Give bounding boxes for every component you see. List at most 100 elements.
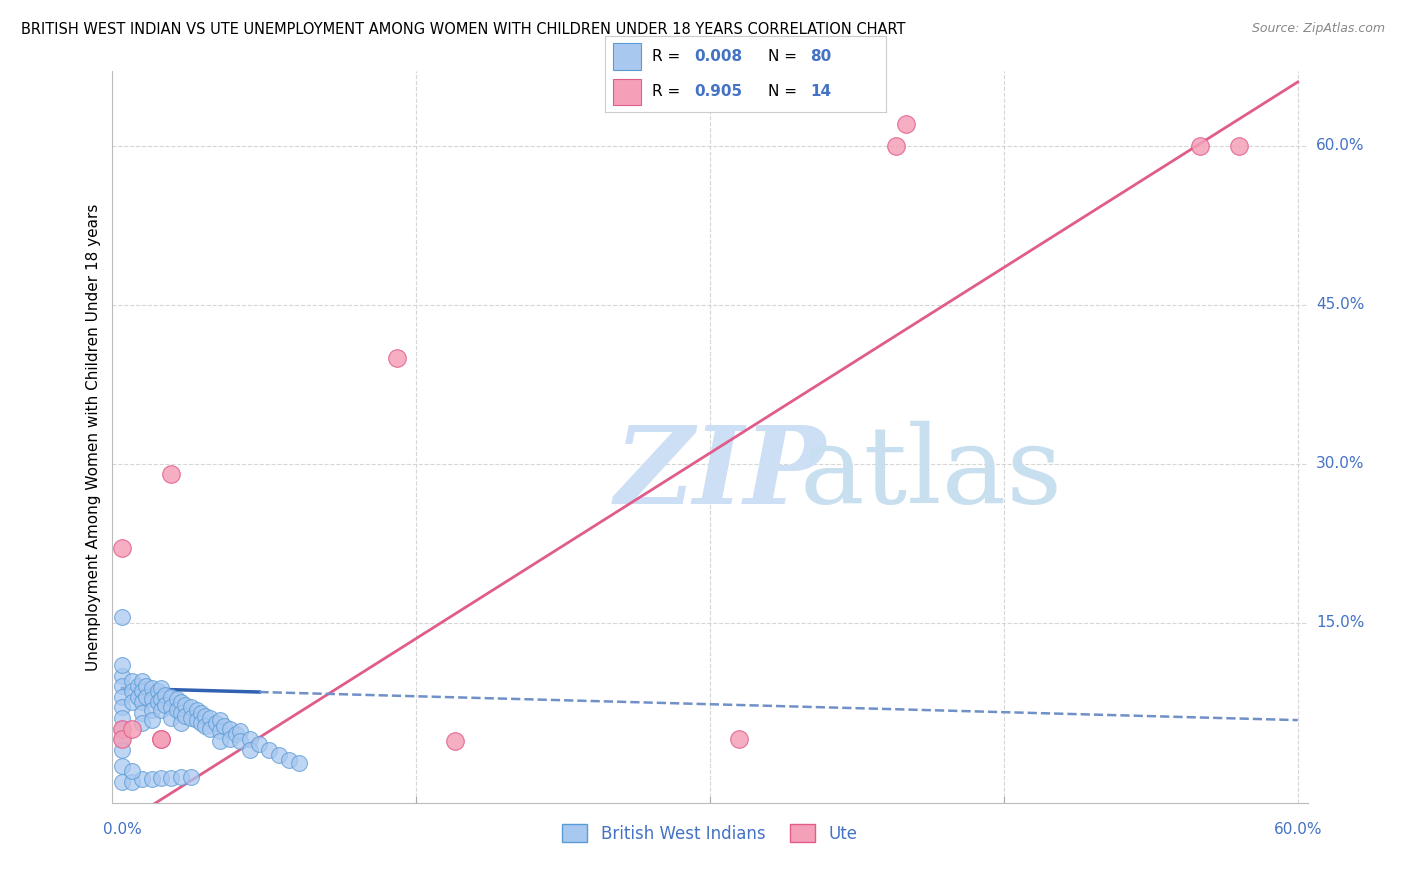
Point	[131, 706, 153, 720]
Point	[131, 716, 153, 731]
Point	[239, 743, 262, 757]
Point	[131, 695, 153, 709]
Point	[277, 753, 299, 767]
Point	[894, 117, 917, 131]
Point	[150, 702, 173, 716]
Point	[127, 679, 149, 693]
Point	[209, 723, 232, 738]
Point	[111, 758, 134, 772]
Point	[131, 673, 153, 688]
Point	[160, 467, 183, 482]
Text: R =: R =	[652, 84, 686, 99]
Point	[141, 702, 163, 716]
Point	[150, 692, 173, 706]
Point	[150, 772, 173, 786]
Text: 45.0%: 45.0%	[1316, 297, 1364, 312]
Point	[212, 719, 235, 733]
Point	[150, 681, 173, 696]
Point	[111, 732, 134, 747]
Text: 0.008: 0.008	[695, 49, 742, 63]
Point	[160, 711, 183, 725]
Point	[186, 702, 208, 716]
Point	[111, 732, 134, 747]
Point	[155, 698, 177, 713]
Point	[111, 774, 134, 789]
Point	[150, 732, 173, 747]
Point	[229, 723, 252, 738]
Text: 0.0%: 0.0%	[103, 822, 142, 837]
Point	[170, 770, 193, 784]
Point	[141, 692, 163, 706]
Point	[111, 679, 134, 693]
Text: BRITISH WEST INDIAN VS UTE UNEMPLOYMENT AMONG WOMEN WITH CHILDREN UNDER 18 YEARS: BRITISH WEST INDIAN VS UTE UNEMPLOYMENT …	[21, 22, 905, 37]
Point	[728, 732, 751, 747]
Point	[170, 706, 193, 720]
Point	[141, 713, 163, 727]
Point	[225, 727, 247, 741]
Point	[141, 681, 163, 696]
Point	[111, 722, 134, 736]
Text: Source: ZipAtlas.com: Source: ZipAtlas.com	[1251, 22, 1385, 36]
Y-axis label: Unemployment Among Women with Children Under 18 years: Unemployment Among Women with Children U…	[86, 203, 101, 671]
Point	[121, 774, 143, 789]
Point	[186, 713, 208, 727]
Point	[249, 738, 271, 752]
Point	[111, 711, 134, 725]
Point	[131, 684, 153, 698]
Point	[180, 711, 202, 725]
Point	[170, 695, 193, 709]
Point	[1227, 138, 1250, 153]
Point	[160, 700, 183, 714]
Point	[170, 716, 193, 731]
Point	[884, 138, 907, 153]
Point	[257, 743, 280, 757]
Point	[155, 688, 177, 702]
Point	[229, 734, 252, 748]
Text: R =: R =	[652, 49, 686, 63]
Text: ZIP: ZIP	[614, 421, 825, 526]
Point	[219, 732, 242, 747]
Text: 14: 14	[810, 84, 831, 99]
Point	[239, 732, 262, 747]
Text: 30.0%: 30.0%	[1316, 456, 1364, 471]
Point	[385, 351, 408, 365]
Text: 60.0%: 60.0%	[1316, 138, 1364, 153]
Text: 15.0%: 15.0%	[1316, 615, 1364, 630]
Point	[146, 684, 169, 698]
Point	[121, 764, 143, 778]
Point	[160, 772, 183, 786]
Point	[111, 722, 134, 736]
Point	[111, 700, 134, 714]
Point	[193, 709, 215, 723]
Point	[111, 610, 134, 624]
Point	[267, 748, 290, 763]
Point	[146, 695, 169, 709]
Point	[111, 658, 134, 673]
Point	[219, 722, 242, 736]
Point	[111, 690, 134, 704]
Text: N =: N =	[768, 49, 801, 63]
Point	[193, 719, 215, 733]
Point	[135, 690, 157, 704]
Point	[111, 743, 134, 757]
Point	[111, 668, 134, 682]
Point	[131, 772, 153, 787]
Point	[209, 734, 232, 748]
Point	[190, 706, 212, 720]
Point	[200, 722, 222, 736]
Point	[166, 692, 188, 706]
Point	[190, 716, 212, 731]
Point	[135, 679, 157, 693]
Point	[127, 690, 149, 704]
Point	[444, 734, 467, 748]
Point	[111, 541, 134, 556]
Point	[287, 756, 309, 770]
Point	[121, 673, 143, 688]
Point	[205, 716, 228, 731]
Point	[174, 709, 197, 723]
Point	[180, 700, 202, 714]
Text: 80: 80	[810, 49, 831, 63]
Point	[180, 770, 202, 784]
Point	[121, 684, 143, 698]
Point	[1188, 138, 1211, 153]
